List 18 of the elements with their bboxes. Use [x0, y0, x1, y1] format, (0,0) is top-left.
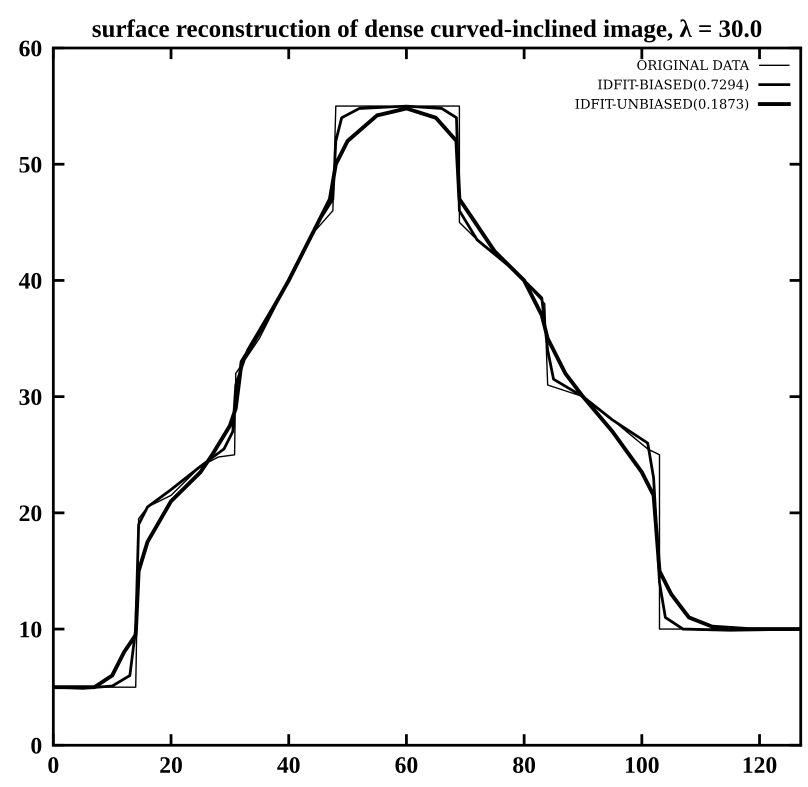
- legend-label: IDFIT-UNBIASED(0.1873): [575, 98, 748, 111]
- x-tick-label: 80: [513, 757, 536, 774]
- y-tick-label: 10: [20, 622, 42, 638]
- y-tick-label: 60: [19, 40, 42, 56]
- chart-title: surface reconstruction of dense curved-inclined image, λ = 30.0: [92, 19, 762, 42]
- y-tick-label: 20: [20, 505, 42, 522]
- legend-label: ORIGINAL DATA: [637, 60, 750, 70]
- y-tick-label: 50: [20, 156, 42, 173]
- x-tick-label: 20: [160, 757, 182, 774]
- x-tick-label: 120: [744, 757, 776, 774]
- legend-label: IDFIT-BIASED(0.7294): [598, 79, 748, 92]
- x-tick-label: 60: [395, 757, 418, 774]
- y-tick-label: 0: [31, 738, 42, 754]
- x-tick-label: 0: [48, 757, 58, 774]
- y-tick-label: 30: [19, 389, 42, 406]
- x-tick-label: 100: [626, 757, 659, 774]
- y-tick-label: 40: [18, 272, 42, 289]
- x-tick-label: 40: [277, 757, 300, 774]
